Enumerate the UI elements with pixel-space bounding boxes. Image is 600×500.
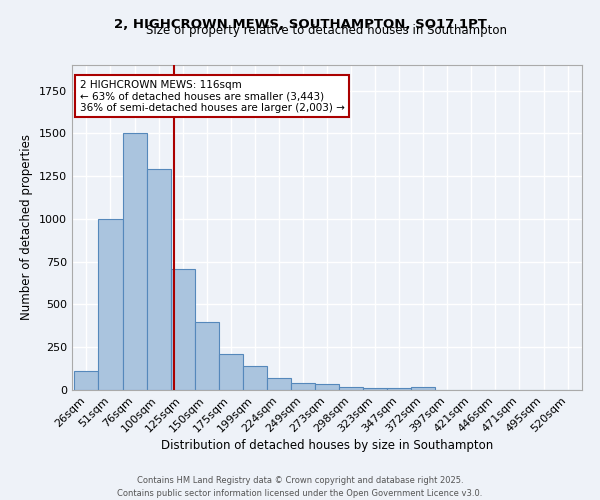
Y-axis label: Number of detached properties: Number of detached properties — [20, 134, 34, 320]
Text: 2, HIGHCROWN MEWS, SOUTHAMPTON, SO17 1PT: 2, HIGHCROWN MEWS, SOUTHAMPTON, SO17 1PT — [113, 18, 487, 30]
Bar — [146, 170, 170, 390]
Bar — [267, 378, 291, 390]
Bar — [387, 388, 411, 390]
Bar — [339, 388, 363, 390]
X-axis label: Distribution of detached houses by size in Southampton: Distribution of detached houses by size … — [161, 440, 493, 452]
Bar — [291, 383, 315, 390]
Title: Size of property relative to detached houses in Southampton: Size of property relative to detached ho… — [146, 24, 508, 38]
Bar — [194, 322, 219, 390]
Text: 2 HIGHCROWN MEWS: 116sqm
← 63% of detached houses are smaller (3,443)
36% of sem: 2 HIGHCROWN MEWS: 116sqm ← 63% of detach… — [80, 80, 344, 113]
Text: Contains HM Land Registry data © Crown copyright and database right 2025.
Contai: Contains HM Land Registry data © Crown c… — [118, 476, 482, 498]
Bar — [219, 354, 243, 390]
Bar — [315, 384, 339, 390]
Bar — [363, 388, 387, 390]
Bar — [243, 366, 267, 390]
Bar — [98, 219, 122, 390]
Bar — [122, 134, 146, 390]
Bar — [74, 371, 98, 390]
Bar — [170, 268, 194, 390]
Bar — [411, 388, 435, 390]
